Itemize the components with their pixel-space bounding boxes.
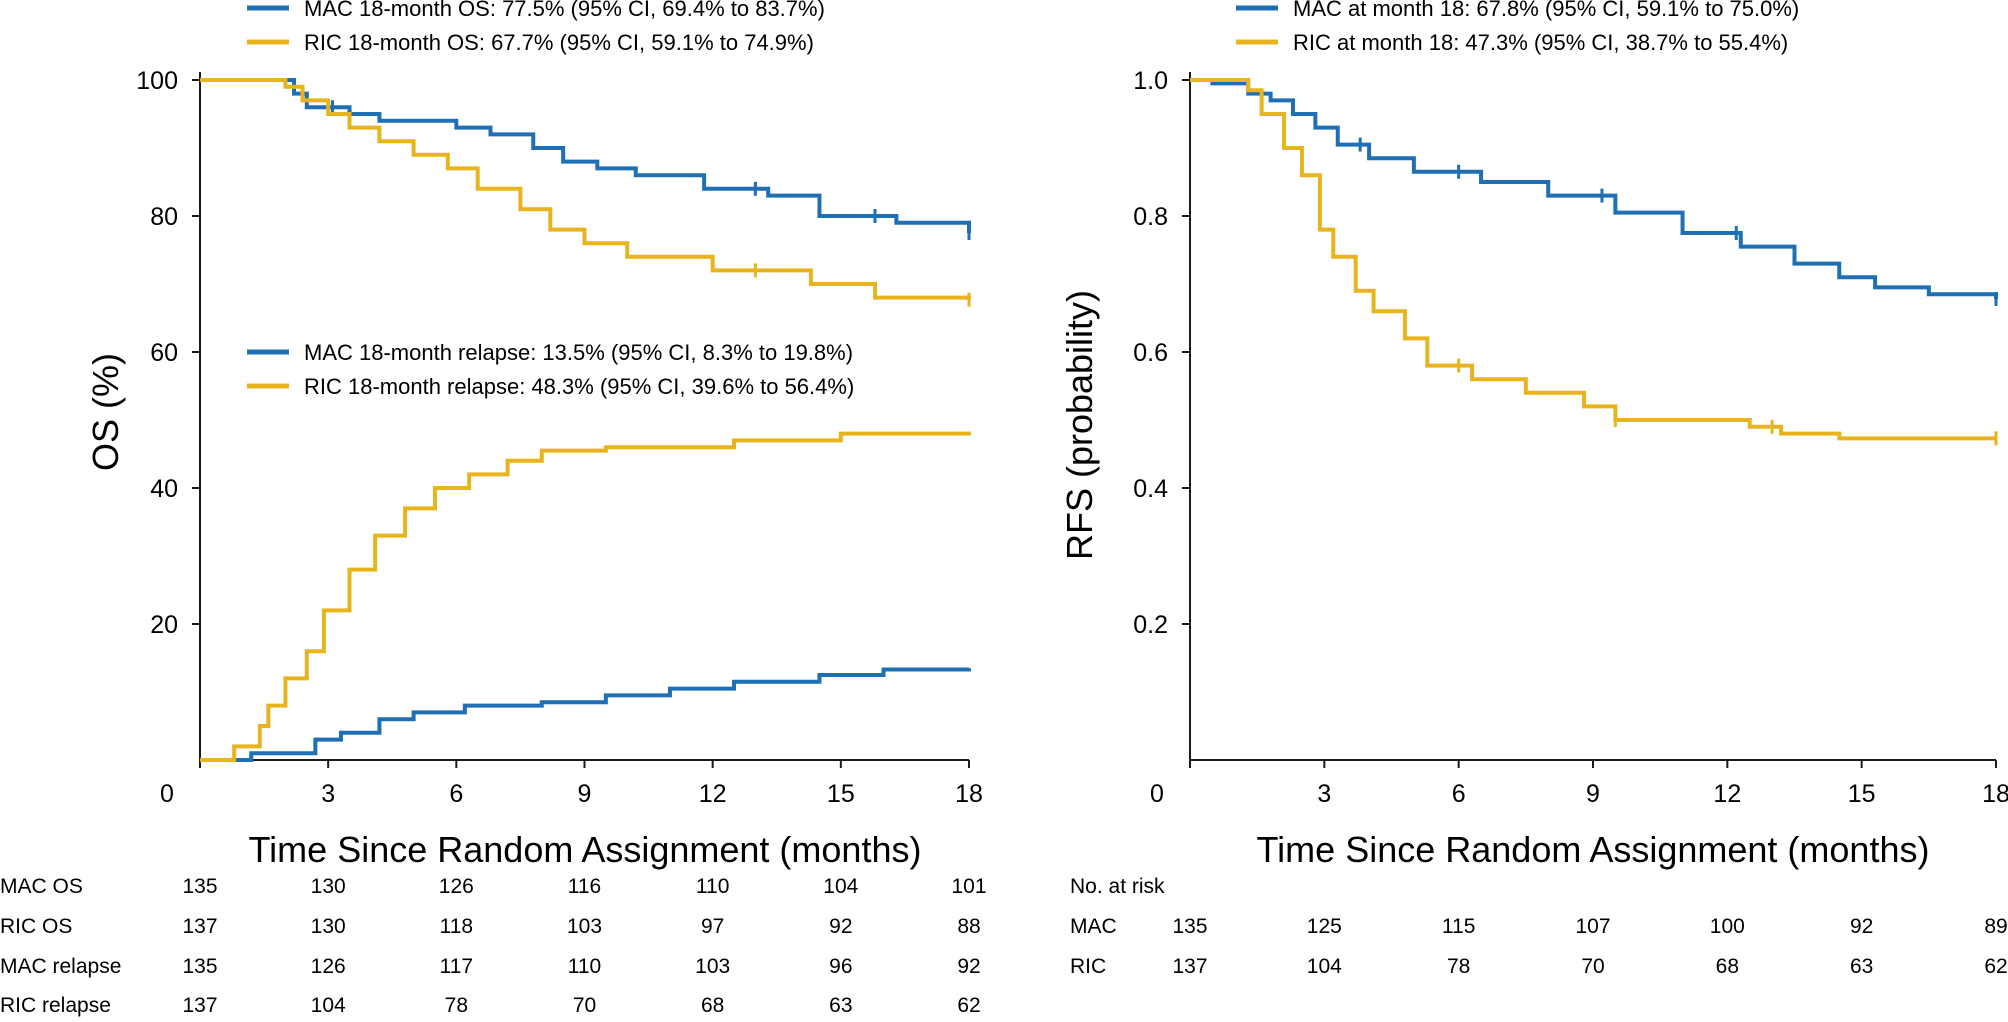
chart1-risk-cell: 103 bbox=[567, 915, 602, 938]
chart1-y-tick-label: 20 bbox=[150, 611, 178, 639]
chart1-risk-cell: 92 bbox=[829, 915, 852, 938]
chart2-y-tick-label: 0.4 bbox=[1133, 475, 1168, 503]
chart2-risk-row-label: MAC bbox=[1070, 915, 1117, 938]
chart1-risk-cell: 96 bbox=[829, 955, 852, 978]
chart1-risk-row-label: RIC relapse bbox=[0, 994, 111, 1017]
chart2-legend-label: MAC at month 18: 67.8% (95% CI, 59.1% to… bbox=[1293, 0, 1799, 21]
chart2-risk-cell: 104 bbox=[1307, 955, 1342, 978]
chart1-x-tick-label: 3 bbox=[321, 780, 335, 808]
chart1-series-mac-os bbox=[200, 78, 971, 233]
chart1-risk-cell: 126 bbox=[311, 955, 346, 978]
chart1-x-tick-label: 0 bbox=[160, 780, 174, 808]
chart1-x-tick-label: 12 bbox=[699, 780, 727, 808]
chart1-risk-cell: 78 bbox=[445, 994, 468, 1017]
chart2-x-tick-label: 18 bbox=[1982, 780, 2008, 808]
chart2-y-tick-label: 0.6 bbox=[1133, 339, 1168, 367]
chart1-risk-cell: 135 bbox=[182, 875, 217, 898]
chart1-risk-cell: 117 bbox=[440, 955, 473, 978]
chart1-risk-cell: 101 bbox=[951, 875, 986, 898]
chart1-risk-cell: 68 bbox=[701, 994, 724, 1017]
chart2-series-ric bbox=[1190, 78, 1996, 441]
chart1-risk-cell: 137 bbox=[182, 994, 217, 1017]
chart1-risk-row-label: MAC relapse bbox=[0, 955, 121, 978]
chart2-risk-row-label: RIC bbox=[1070, 955, 1106, 978]
chart1-risk-cell: 118 bbox=[440, 915, 473, 938]
chart1-risk-cell: 70 bbox=[573, 994, 596, 1017]
chart1-y-tick-label: 40 bbox=[150, 475, 178, 503]
chart1-series-ric-os bbox=[200, 78, 971, 300]
chart1-y-tick-label: 60 bbox=[150, 339, 178, 367]
chart1-risk-cell: 110 bbox=[696, 875, 729, 898]
chart1-risk-cell: 110 bbox=[568, 955, 601, 978]
chart1-risk-cell: 137 bbox=[182, 915, 217, 938]
chart1-risk-cell: 135 bbox=[182, 955, 217, 978]
chart1-risk-cell: 130 bbox=[311, 915, 346, 938]
chart1-legend-label: RIC 18-month relapse: 48.3% (95% CI, 39.… bbox=[304, 374, 854, 399]
chart1-risk-cell: 126 bbox=[439, 875, 474, 898]
chart2-x-axis-label: Time Since Random Assignment (months) bbox=[1257, 829, 1930, 870]
chart2-x-tick-label: 9 bbox=[1586, 780, 1600, 808]
chart2-risk-cell: 78 bbox=[1447, 955, 1470, 978]
chart1-risk-cell: 88 bbox=[957, 915, 980, 938]
chart2-risk-cell: 89 bbox=[1984, 915, 2007, 938]
chart2-risk-cell: 92 bbox=[1850, 915, 1873, 938]
chart2-y-tick-label: 0.2 bbox=[1133, 611, 1168, 639]
chart1-risk-cell: 116 bbox=[568, 875, 601, 898]
chart2-y-tick-label: 0.8 bbox=[1133, 203, 1168, 231]
chart1-y-axis-label: OS (%) bbox=[85, 353, 126, 471]
chart1-risk-cell: 97 bbox=[701, 915, 724, 938]
chart2-risk-cell: 135 bbox=[1172, 915, 1207, 938]
chart1-risk-cell: 104 bbox=[311, 994, 346, 1017]
chart1-y-tick-label: 80 bbox=[150, 203, 178, 231]
chart2-series-mac bbox=[1190, 78, 1998, 299]
chart1-risk-cell: 63 bbox=[829, 994, 852, 1017]
chart1-x-tick-label: 18 bbox=[955, 780, 983, 808]
chart1-risk-cell: 103 bbox=[695, 955, 730, 978]
chart2-risk-cell: 137 bbox=[1172, 955, 1207, 978]
chart1-x-tick-label: 15 bbox=[827, 780, 855, 808]
chart2-x-tick-label: 6 bbox=[1452, 780, 1466, 808]
chart2-x-tick-label: 12 bbox=[1713, 780, 1741, 808]
chart2-y-tick-label: 1.0 bbox=[1133, 67, 1168, 95]
chart1-risk-cell: 104 bbox=[823, 875, 858, 898]
chart2-x-tick-label: 3 bbox=[1317, 780, 1331, 808]
chart2-risk-cell: 70 bbox=[1581, 955, 1604, 978]
chart2-risk-cell: 62 bbox=[1984, 955, 2007, 978]
chart1-risk-row-label: MAC OS bbox=[0, 875, 83, 898]
chart1-risk-row-label: RIC OS bbox=[0, 915, 72, 938]
chart2-risk-cell: 100 bbox=[1710, 915, 1745, 938]
chart1-x-tick-label: 6 bbox=[449, 780, 463, 808]
chart1-legend-label: MAC 18-month OS: 77.5% (95% CI, 69.4% to… bbox=[304, 0, 825, 21]
chart2-risk-table-title: No. at risk bbox=[1070, 875, 1165, 898]
chart2-legend-label: RIC at month 18: 47.3% (95% CI, 38.7% to… bbox=[1293, 30, 1788, 55]
chart2-y-axis-label: RFS (probability) bbox=[1059, 290, 1100, 560]
chart1-series-ric-relapse bbox=[200, 431, 971, 762]
chart2-risk-cell: 63 bbox=[1850, 955, 1873, 978]
chart1-risk-cell: 92 bbox=[957, 955, 980, 978]
chart2-risk-cell: 68 bbox=[1716, 955, 1739, 978]
chart1-legend-label: RIC 18-month OS: 67.7% (95% CI, 59.1% to… bbox=[304, 30, 814, 55]
chart2-x-tick-label: 15 bbox=[1848, 780, 1876, 808]
chart1-x-tick-label: 9 bbox=[578, 780, 592, 808]
chart1-y-tick-label: 100 bbox=[136, 67, 178, 95]
chart2-risk-cell: 107 bbox=[1575, 915, 1610, 938]
chart1-risk-cell: 130 bbox=[311, 875, 346, 898]
chart2-x-tick-label: 0 bbox=[1150, 780, 1164, 808]
chart1-risk-cell: 62 bbox=[957, 994, 980, 1017]
chart2-risk-cell: 125 bbox=[1307, 915, 1342, 938]
chart2-risk-cell: 115 bbox=[1442, 915, 1475, 938]
chart1-legend-label: MAC 18-month relapse: 13.5% (95% CI, 8.3… bbox=[304, 340, 853, 365]
chart1-series-mac-relapse bbox=[200, 667, 971, 762]
chart1-x-axis-label: Time Since Random Assignment (months) bbox=[249, 829, 922, 870]
